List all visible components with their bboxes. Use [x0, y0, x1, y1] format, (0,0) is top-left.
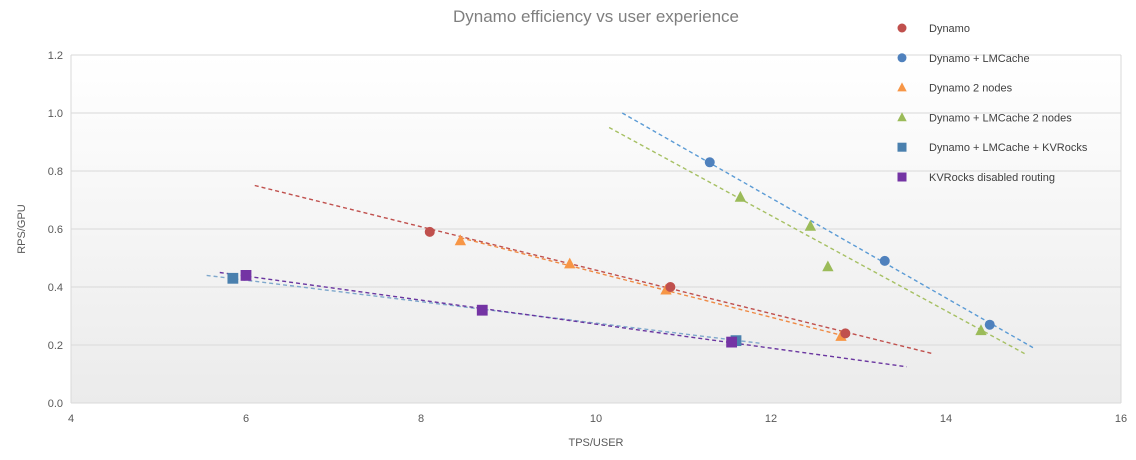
data-point [454, 234, 467, 246]
y-axis-title: RPS/GPU [16, 204, 28, 254]
y-tick-label: 0.4 [48, 282, 63, 294]
y-tick-label: 0.8 [48, 166, 63, 178]
x-tick-label: 14 [940, 413, 952, 425]
data-point [665, 282, 676, 292]
data-point [726, 336, 738, 348]
data-point [227, 272, 239, 284]
trendline [219, 271, 907, 368]
x-tick-label: 10 [590, 413, 602, 425]
data-point [975, 324, 987, 336]
legend-label: Dynamo + LMCache 2 nodes [929, 112, 1072, 124]
trendline [621, 112, 1034, 349]
x-tick-label: 12 [765, 413, 777, 425]
trendline [608, 126, 1026, 355]
data-point [424, 226, 435, 237]
legend-marker-square [897, 172, 907, 182]
legend-marker-triangle [897, 82, 907, 92]
y-tick-label: 0.6 [48, 224, 63, 236]
y-tick-label: 0.0 [48, 398, 63, 410]
trendline [460, 237, 846, 337]
data-point [984, 319, 995, 330]
data-point [840, 328, 851, 339]
legend-marker-triangle [897, 112, 907, 122]
legend-marker-square [897, 142, 907, 152]
y-tick-label: 1.2 [48, 50, 63, 62]
x-axis-title: TPS/USER [568, 437, 623, 449]
legend-marker-circle [897, 23, 907, 33]
y-tick-label: 1.0 [48, 108, 63, 120]
data-point [704, 157, 715, 168]
x-tick-label: 8 [418, 413, 424, 425]
x-tick-label: 6 [243, 413, 249, 425]
data-point [240, 270, 252, 281]
data-point [822, 260, 834, 272]
x-tick-label: 16 [1115, 413, 1127, 425]
chart-title: Dynamo efficiency vs user experience [453, 7, 739, 26]
trendline [206, 274, 763, 345]
x-tick-label: 4 [68, 413, 74, 425]
data-point [804, 219, 817, 231]
legend-label: Dynamo + LMCache [929, 53, 1030, 65]
trendline [254, 184, 934, 355]
legend-label: KVRocks disabled routing [929, 172, 1055, 184]
legend-label: Dynamo [929, 23, 970, 35]
legend-label: Dynamo 2 nodes [929, 83, 1013, 95]
legend-label: Dynamo + LMCache + KVRocks [929, 142, 1088, 154]
data-point [564, 257, 576, 269]
data-point [734, 190, 747, 202]
data-point [476, 304, 488, 316]
legend-marker-circle [897, 53, 907, 63]
data-point [879, 255, 890, 266]
y-tick-label: 0.2 [48, 340, 63, 352]
